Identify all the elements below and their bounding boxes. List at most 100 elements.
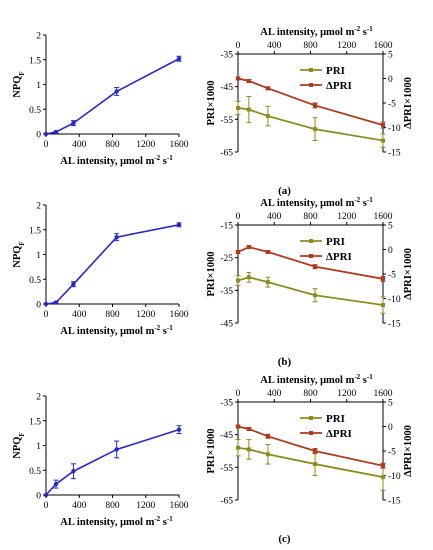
panel-label: (b) [278, 356, 292, 368]
pri-point [265, 280, 270, 285]
x-tick-label: 0 [236, 389, 241, 399]
y-left-axis-label: PRI×1000 [206, 251, 217, 296]
npq-point [71, 282, 76, 287]
panel-label: (c) [278, 533, 291, 545]
delta-pri-point [236, 424, 240, 429]
legend-marker-delta-pri [309, 254, 313, 258]
npq-point [114, 234, 119, 240]
y-tick-label: 0.5 [29, 276, 41, 286]
delta-pri-point [313, 264, 318, 269]
x-tick-label: 400 [267, 41, 282, 51]
a-npq-chart: 0 0.5 1 1.5 2 0 400 800 1200 1600 NPQF AL intensity… [12, 32, 189, 168]
legend-label-pri: PRI [326, 236, 345, 248]
npq-point [114, 89, 119, 94]
legend-label-delta-pri: ΔPRI [326, 428, 352, 440]
delta-pri-point [265, 86, 270, 91]
x-tick-label: 1600 [374, 389, 393, 399]
x-tick-label: 0 [236, 41, 241, 51]
y-tick-label: 1.5 [29, 226, 41, 236]
x-tick-label: 1600 [170, 310, 189, 320]
npq-point [176, 222, 182, 227]
y-right-tick-label: -15 [388, 149, 401, 159]
x-tick-label: 800 [105, 501, 120, 511]
pri-point [381, 475, 385, 480]
y-tick-label: 0 [36, 301, 41, 311]
y-right-axis-label: ΔPRI×1000 [403, 425, 414, 477]
a-pri-chart: -35 -45 -55 -65 5 0 -5 -10 -15 0 400 800 1200 1600AL … [206, 25, 414, 197]
y-tick-label: 1.5 [29, 56, 41, 66]
y-right-tick-label: -5 [388, 448, 396, 458]
x-tick-label: 0 [44, 310, 49, 320]
npq-point [43, 492, 49, 498]
y-left-tick-label: -35 [220, 399, 233, 409]
x-tick-label: 0 [44, 501, 49, 511]
delta-pri-point [381, 276, 385, 281]
npq-line [45, 224, 180, 305]
x-tick-label: 1600 [170, 501, 189, 511]
x-tick-label: 1600 [170, 140, 189, 150]
x-tick-label: 400 [267, 212, 282, 222]
x-tick-label: 800 [303, 389, 318, 399]
y-right-tick-label: -10 [388, 124, 401, 134]
pri-point [246, 107, 251, 112]
y-tick-label: 1 [36, 81, 41, 91]
x-axis-label: AL intensity, μmol m-2 s-1 [260, 25, 373, 38]
y-tick-label: 2 [36, 32, 41, 42]
delta-pri-line [237, 246, 384, 280]
y-tick-label: 0 [36, 492, 41, 502]
x-tick-label: 1200 [136, 501, 155, 511]
npq-point [53, 129, 59, 135]
pri-point [265, 452, 270, 457]
pri-point [381, 138, 385, 143]
y-tick-label: 1 [36, 442, 41, 452]
b-npq-chart: 0 0.5 1 1.5 2 0 400 800 1200 1600 NPQF AL intensity… [12, 202, 189, 338]
y-left-tick-label: -45 [220, 431, 233, 441]
pri-point [236, 445, 240, 450]
x-tick-label: 400 [72, 310, 87, 320]
delta-pri-point [381, 463, 385, 468]
npq-point [43, 301, 49, 307]
x-axis-label: AL intensity, μmol m-2 s-1 [60, 324, 173, 337]
pri-point [236, 105, 240, 110]
x-tick-label: 0 [44, 140, 49, 150]
y-tick-label: 0 [36, 131, 41, 141]
delta-pri-point [313, 103, 318, 108]
c-pri-chart: -35 -45 -55 -65 5 0 -5 -10 -15 0 400 800 1200 1600AL … [206, 373, 414, 545]
npq-point [176, 427, 182, 432]
y-axis-label: NPQF [12, 71, 26, 97]
pri-point [313, 127, 318, 132]
npq-point [176, 56, 182, 61]
y-axis-label: NPQF [12, 432, 26, 458]
y-axis-label: NPQF [12, 241, 26, 267]
delta-pri-point [236, 249, 240, 254]
pri-point [313, 293, 318, 298]
pri-point [265, 114, 270, 119]
y-right-tick-label: -10 [388, 295, 401, 305]
y-left-tick-label: -35 [220, 287, 233, 297]
delta-pri-point [246, 426, 251, 431]
y-left-tick-label: -35 [220, 51, 233, 61]
npq-point [71, 469, 76, 474]
legend-marker-delta-pri [309, 431, 313, 435]
pri-point [313, 462, 318, 467]
y-right-tick-label: -15 [388, 497, 401, 507]
pri-line [237, 276, 384, 306]
x-tick-label: 1600 [374, 212, 393, 222]
delta-pri-point [246, 78, 251, 83]
c-npq-chart: 0 0.5 1 1.5 2 0 400 800 1200 1600 NPQF AL intensity… [12, 393, 189, 529]
x-tick-label: 1200 [136, 140, 155, 150]
pri-point [236, 278, 240, 283]
npq-point [53, 481, 59, 487]
legend-marker-delta-pri [309, 83, 313, 87]
x-axis-label: AL intensity, μmol m-2 s-1 [260, 373, 373, 386]
y-right-tick-label: 0 [388, 423, 393, 433]
y-right-axis-label: ΔPRI×1000 [403, 248, 414, 300]
x-tick-label: 1200 [337, 389, 356, 399]
legend-label-delta-pri: ΔPRI [326, 251, 352, 263]
y-tick-label: 1 [36, 251, 41, 261]
legend-marker-pri [309, 68, 313, 72]
y-right-tick-label: 5 [388, 51, 393, 61]
x-axis-label: AL intensity, μmol m-2 s-1 [260, 196, 373, 209]
delta-pri-point [265, 249, 270, 254]
